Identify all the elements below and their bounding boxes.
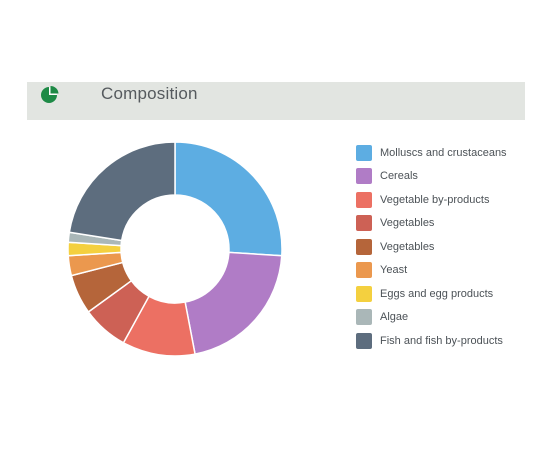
panel-header: Composition <box>27 82 525 120</box>
legend-label: Vegetables <box>380 217 435 230</box>
legend-label: Molluscs and crustaceans <box>380 146 507 159</box>
legend-swatch <box>356 215 372 232</box>
legend-label: Eggs and egg products <box>380 287 494 300</box>
legend-item-4[interactable]: Vegetables <box>356 212 507 236</box>
legend-item-8[interactable]: Algae <box>356 306 507 330</box>
legend-item-7[interactable]: Eggs and egg products <box>356 282 507 306</box>
legend-swatch <box>356 262 372 279</box>
legend-label: Yeast <box>380 264 408 277</box>
pie-slice-9[interactable] <box>68 141 176 242</box>
pie-slice-1[interactable] <box>174 141 283 257</box>
legend-item-6[interactable]: Yeast <box>356 259 507 283</box>
legend-label: Vegetable by-products <box>380 193 490 206</box>
legend-label: Vegetables <box>380 240 435 253</box>
legend-label: Fish and fish by-products <box>380 334 503 347</box>
pie-slice-2[interactable] <box>184 251 283 355</box>
legend-item-5[interactable]: Vegetables <box>356 235 507 259</box>
donut-chart-svg <box>67 141 283 357</box>
legend-swatch <box>356 332 372 349</box>
legend-item-2[interactable]: Cereals <box>356 165 507 189</box>
legend-label: Algae <box>380 311 409 324</box>
legend-item-3[interactable]: Vegetable by-products <box>356 188 507 212</box>
pie-chart-icon <box>41 85 59 103</box>
legend-item-1[interactable]: Molluscs and crustaceans <box>356 141 507 165</box>
legend-swatch <box>356 309 372 326</box>
legend-swatch <box>356 191 372 208</box>
legend-swatch <box>356 168 372 185</box>
legend-swatch <box>356 285 372 302</box>
donut-chart <box>60 134 290 364</box>
chart-legend: Molluscs and crustaceans Cereals Vegetable… <box>356 141 507 353</box>
panel-title: Composition <box>101 84 198 103</box>
legend-item-9[interactable]: Fish and fish by-products <box>356 329 507 353</box>
legend-label: Cereals <box>380 170 418 183</box>
legend-swatch <box>356 144 372 161</box>
legend-swatch <box>356 238 372 255</box>
